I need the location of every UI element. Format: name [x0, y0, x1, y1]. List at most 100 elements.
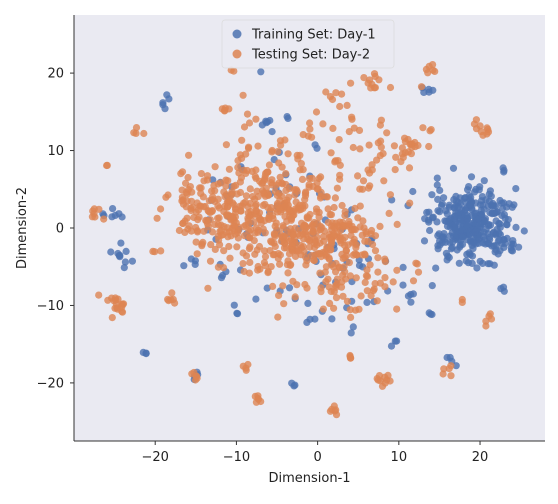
data-point: [347, 231, 355, 239]
data-point: [281, 136, 289, 144]
data-point: [239, 91, 247, 99]
data-point: [263, 284, 271, 292]
data-point: [356, 145, 364, 153]
data-point: [220, 247, 228, 255]
data-point: [323, 245, 331, 253]
data-point: [312, 205, 321, 213]
data-point: [332, 89, 340, 97]
data-point: [352, 274, 360, 282]
data-point: [376, 222, 384, 230]
data-point: [351, 204, 359, 212]
data-point: [504, 216, 512, 224]
data-point: [440, 194, 448, 202]
data-point: [108, 213, 116, 221]
data-point: [303, 318, 311, 326]
data-point: [309, 228, 317, 236]
data-point: [434, 232, 442, 240]
data-point: [215, 214, 223, 222]
y-ticks: −20 −10 0 10 20: [37, 67, 74, 391]
data-point: [282, 203, 290, 211]
data-point: [417, 83, 426, 91]
data-point: [393, 337, 401, 345]
data-point: [180, 262, 188, 270]
data-point: [369, 240, 377, 249]
data-point: [341, 208, 349, 216]
data-point: [389, 278, 397, 286]
data-point: [381, 274, 389, 282]
data-point: [347, 79, 355, 87]
legend-box: [221, 19, 395, 69]
data-point: [192, 238, 200, 246]
data-point: [267, 179, 275, 187]
data-point: [216, 228, 224, 236]
data-point: [347, 313, 355, 321]
data-point: [447, 372, 455, 380]
data-point: [392, 153, 400, 161]
data-point: [288, 242, 296, 250]
data-point: [279, 222, 287, 230]
data-point: [276, 173, 284, 181]
data-point: [483, 130, 491, 138]
data-point: [407, 150, 415, 158]
data-point: [221, 202, 229, 211]
data-point: [240, 123, 249, 131]
series-training: [99, 68, 528, 390]
data-point: [414, 141, 422, 150]
data-point: [284, 269, 292, 277]
data-point: [306, 243, 314, 251]
data-point: [167, 296, 175, 304]
data-point: [302, 188, 310, 196]
data-point: [451, 220, 459, 228]
data-point: [330, 304, 338, 312]
data-point: [363, 287, 371, 295]
data-point: [226, 254, 234, 262]
data-point: [282, 170, 290, 178]
data-point: [211, 163, 219, 171]
data-point: [117, 239, 125, 247]
data-point: [261, 253, 270, 261]
data-point: [320, 227, 329, 235]
data-point: [329, 263, 338, 271]
data-point: [365, 141, 373, 149]
data-point: [477, 206, 485, 214]
data-point: [232, 208, 240, 216]
data-point: [308, 133, 316, 141]
data-point: [332, 411, 341, 419]
data-point: [240, 232, 249, 240]
data-point: [194, 216, 202, 224]
data-point: [434, 195, 442, 203]
data-point: [360, 224, 368, 232]
data-point: [112, 296, 120, 304]
data-point: [371, 84, 379, 92]
data-point: [128, 257, 136, 265]
data-point: [426, 127, 434, 135]
data-point: [397, 158, 405, 166]
data-point: [234, 163, 242, 171]
data-point: [433, 181, 441, 189]
data-point: [291, 293, 299, 301]
data-point: [457, 206, 466, 214]
data-point: [339, 221, 347, 230]
data-point: [345, 128, 353, 136]
data-point: [203, 172, 212, 180]
data-point: [104, 296, 112, 304]
data-point: [268, 146, 276, 155]
data-point: [225, 242, 233, 251]
y-tick-label: −20: [37, 376, 64, 391]
data-point: [246, 258, 254, 266]
data-point: [338, 201, 346, 210]
data-point: [498, 240, 506, 248]
data-point: [261, 262, 269, 270]
data-point: [211, 197, 219, 205]
data-point: [208, 228, 217, 236]
data-point: [498, 204, 507, 213]
data-point: [316, 269, 324, 277]
data-point: [422, 65, 430, 73]
data-point: [114, 249, 122, 258]
data-point: [520, 227, 528, 235]
data-point: [455, 259, 463, 267]
data-point: [381, 283, 389, 291]
data-point: [317, 192, 325, 200]
data-point: [151, 248, 159, 256]
data-point: [391, 166, 399, 174]
